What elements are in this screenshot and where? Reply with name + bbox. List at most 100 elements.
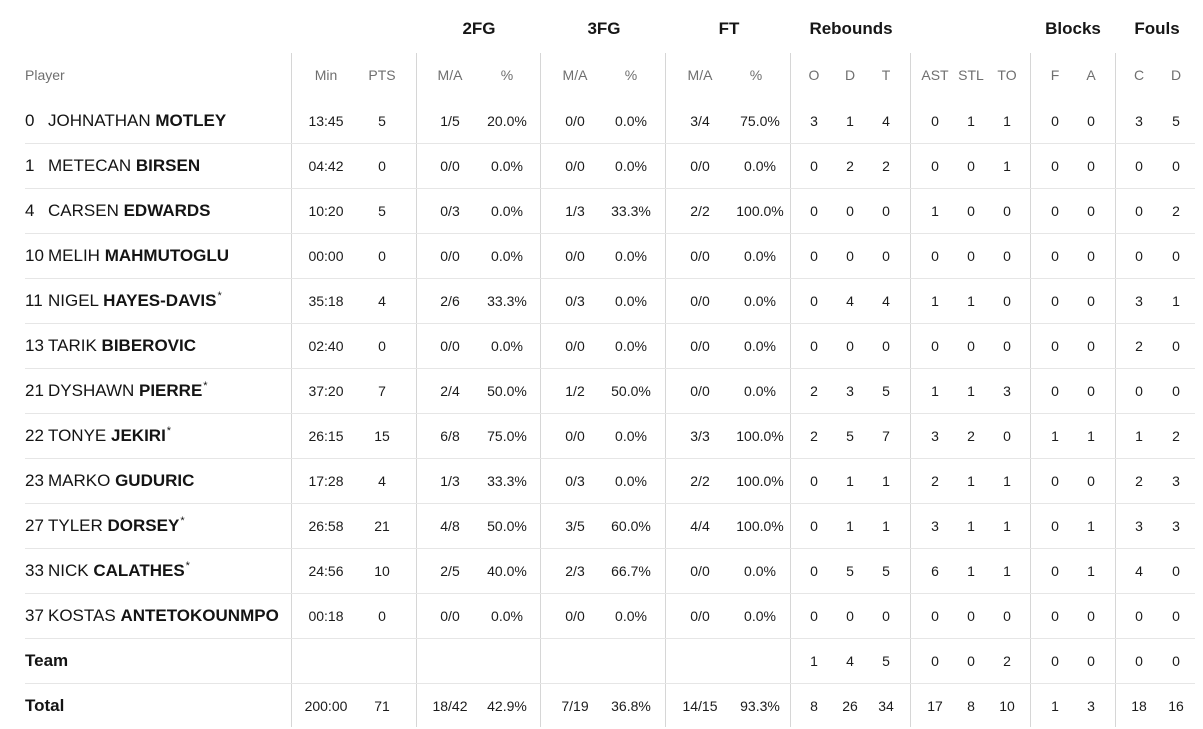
player-name[interactable]: 0 JOHNATHAN MOTLEY [25,99,227,143]
stat-fg3-pct: 0.0% [615,113,647,129]
column-header-3fg-pct: % [624,67,638,83]
stat-foul-d: 0 [1172,248,1180,264]
stat-fg3-ma: 1/3 [565,203,585,219]
stat-fg2-ma [430,639,470,683]
player-row: 21 DYSHAWN PIERRE* 37:20 7 2/4 50.0% 1/2 50.0% 0… [25,369,1195,414]
stat-blk-f: 0 [1051,203,1059,219]
stat-fg3-ma: 2/3 [565,563,585,579]
player-name[interactable]: 1 METECAN BIRSEN [25,144,201,188]
stat-pts: 7 [378,383,386,399]
stat-stl: 1 [967,563,975,579]
player-first-name: MARKO [48,471,111,490]
stat-blk-f: 0 [1051,653,1059,669]
stat-to: 10 [999,698,1015,714]
player-row: 27 TYLER DORSEY* 26:58 21 4/8 50.0% 3/5 60.0% 4/… [25,504,1195,549]
total-row-label: Total [25,696,65,715]
stat-ft-pct: 100.0% [736,203,784,219]
player-first-name: NICK [48,561,89,580]
player-name[interactable]: 13 TARIK BIBEROVIC [25,324,197,368]
stat-fg3-pct: 50.0% [611,383,651,399]
stat-reb-d: 0 [846,608,854,624]
stat-fg2-ma: 18/42 [432,698,468,714]
player-row: 4 CARSEN EDWARDS 10:20 5 0/3 0.0% 1/3 33.3% 2/2 1… [25,189,1195,234]
player-name[interactable]: 11 NIGEL HAYES-DAVIS* [25,279,222,323]
stat-ast: 3 [931,428,939,444]
stat-fg2-pct: 33.3% [487,293,527,309]
stat-fg2-ma: 1/5 [440,113,460,129]
player-name[interactable]: 4 CARSEN EDWARDS [25,189,212,233]
stat-blk-f: 0 [1051,113,1059,129]
stat-ast: 2 [931,473,939,489]
stat-ft-pct [736,639,784,683]
player-name[interactable]: 10 MELIH MAHMUTOGLU [25,234,230,278]
stat-fg3-pct: 0.0% [615,293,647,309]
player-row: 37 KOSTAS ANTETOKOUNMPO 00:18 0 0/0 0.0% 0/0 0.… [25,594,1195,639]
stat-ast: 0 [931,338,939,354]
stat-foul-d: 2 [1172,428,1180,444]
team-row-label: Team [25,651,69,670]
stat-pts: 4 [378,293,386,309]
stat-fg2-pct: 0.0% [491,158,523,174]
player-name[interactable]: 33 NICK CALATHES* [25,549,190,593]
stat-ft-pct: 100.0% [736,518,784,534]
stat-to: 1 [1003,563,1011,579]
stat-blk-f: 1 [1051,698,1059,714]
stat-reb-o: 0 [810,338,818,354]
group-header-3fg: 3FG [587,19,621,38]
stat-reb-t: 0 [882,248,890,264]
stat-fg3-ma: 0/0 [565,248,585,264]
player-row: 33 NICK CALATHES* 24:56 10 2/5 40.0% 2/3 66.7% 0… [25,549,1195,594]
stat-stl: 1 [967,383,975,399]
player-first-name: JOHNATHAN [48,111,151,130]
player-name[interactable]: 37 KOSTAS ANTETOKOUNMPO [25,594,280,638]
stat-fg3-ma: 0/0 [565,338,585,354]
column-header-min: Min [314,67,338,83]
stat-fg3-pct: 0.0% [615,158,647,174]
stat-blk-a: 0 [1087,203,1095,219]
starter-marker: * [185,560,190,573]
player-name[interactable]: 22 TONYE JEKIRI* [25,414,171,458]
player-name[interactable]: 27 TYLER DORSEY* [25,504,185,548]
column-header-2fg-ma: M/A [437,67,463,83]
stat-ast: 1 [931,203,939,219]
column-header-player: Player [25,67,65,83]
player-name[interactable]: 23 MARKO GUDURIC [25,459,195,503]
stat-pts: 0 [378,608,386,624]
stat-reb-d: 4 [846,653,854,669]
player-last-name: GUDURIC [115,471,195,490]
stat-ast: 0 [931,608,939,624]
stat-foul-c: 0 [1135,383,1143,399]
player-last-name: ANTETOKOUNMPO [120,606,279,625]
stat-foul-c: 2 [1135,338,1143,354]
column-header-3fg-ma: M/A [562,67,588,83]
stat-fg2-pct: 50.0% [487,518,527,534]
stat-reb-t: 34 [878,698,894,714]
stat-reb-d: 0 [846,203,854,219]
stat-pts: 0 [378,158,386,174]
stat-fg2-ma: 2/6 [440,293,460,309]
stat-fg2-pct: 20.0% [487,113,527,129]
stat-blk-a: 0 [1087,248,1095,264]
player-last-name: DORSEY [107,516,180,535]
starter-marker: * [217,290,222,303]
player-number: 1 [25,156,35,175]
stat-foul-d: 2 [1172,203,1180,219]
stat-fg2-pct: 50.0% [487,383,527,399]
player-number: 0 [25,111,35,130]
stat-fg2-pct: 0.0% [491,338,523,354]
player-number: 13 [25,336,44,355]
player-number: 21 [25,381,44,400]
player-number: 10 [25,246,44,265]
starter-marker: * [180,515,185,528]
column-header-reb-d: D [844,67,856,83]
stat-blk-a: 0 [1087,113,1095,129]
group-header-blocks: Blocks [1045,19,1101,38]
player-first-name: CARSEN [48,201,119,220]
stat-ft-ma: 0/0 [690,338,710,354]
stat-ft-ma: 2/2 [690,473,710,489]
stat-blk-f: 0 [1051,158,1059,174]
stat-blk-f: 0 [1051,563,1059,579]
player-name[interactable]: 21 DYSHAWN PIERRE* [25,369,208,413]
stat-ft-ma: 0/0 [690,293,710,309]
stat-fg3-ma: 7/19 [561,698,589,714]
